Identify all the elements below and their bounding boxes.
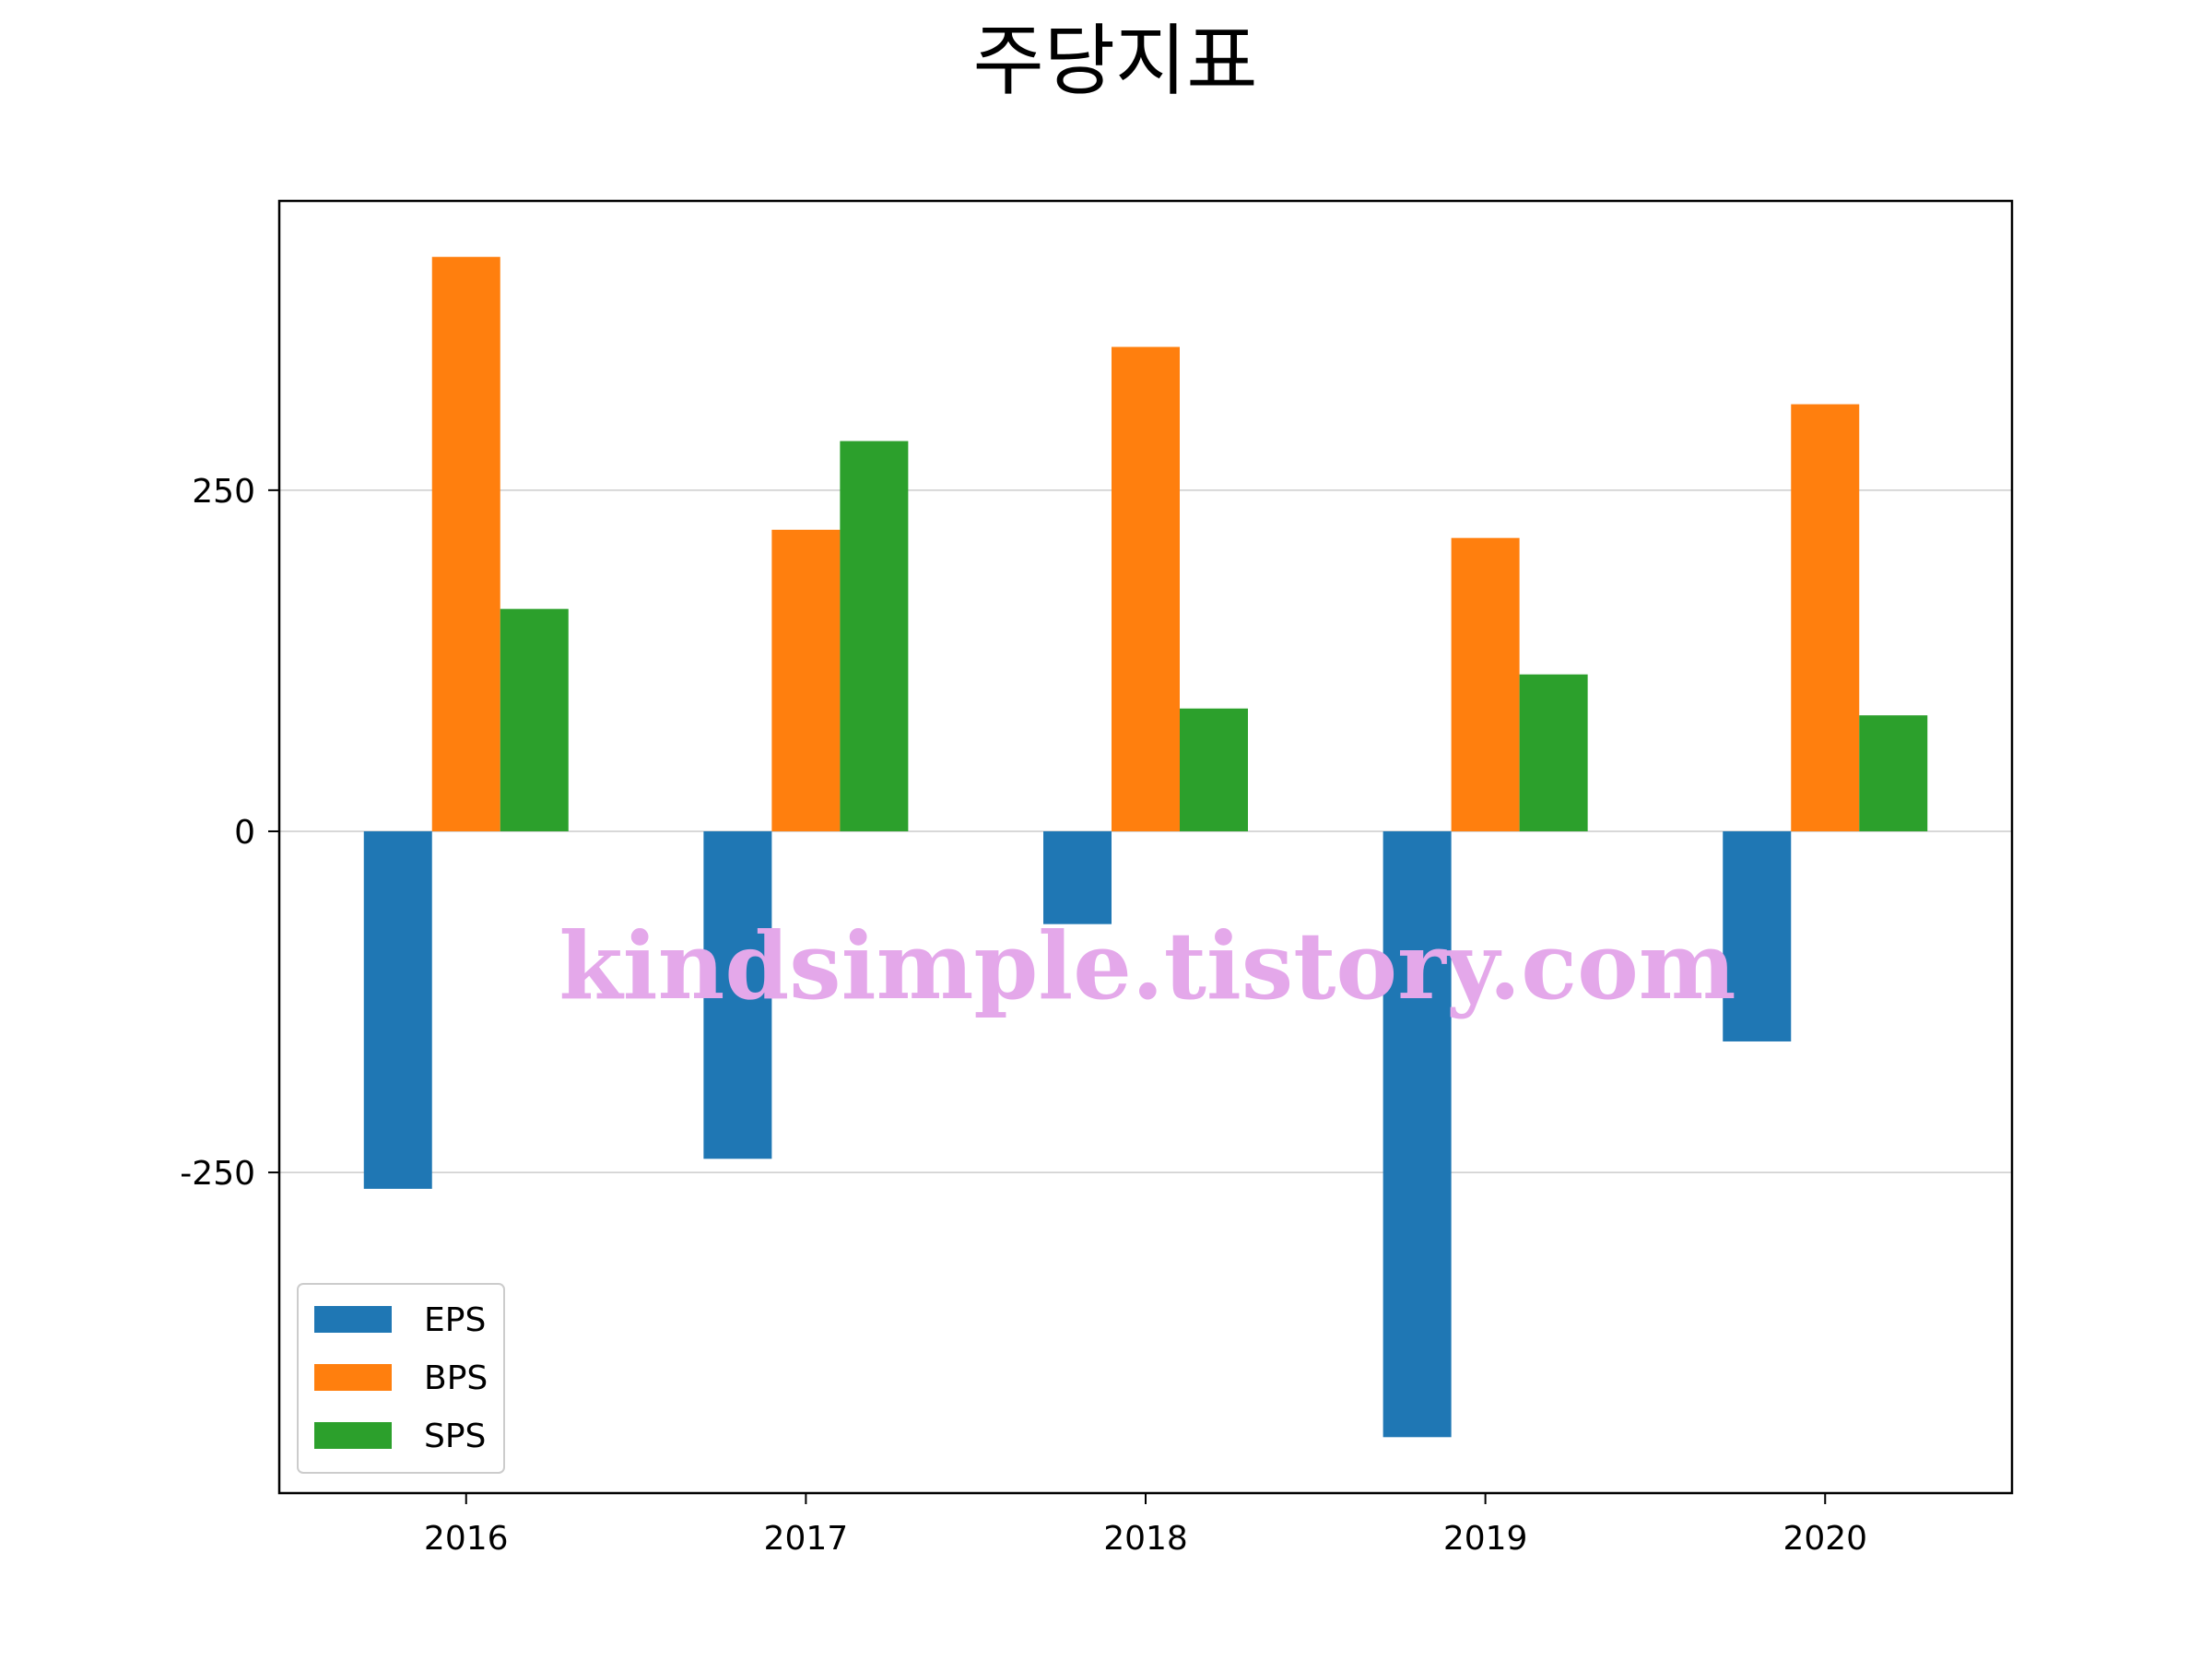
bar-bps-2020 xyxy=(1791,404,1860,831)
bars xyxy=(363,256,1928,1438)
bar-bps-2019 xyxy=(1451,537,1520,831)
bar-eps-2019 xyxy=(1382,830,1452,1438)
x-tick-label: 2016 xyxy=(424,1520,509,1558)
x-tick-label: 2020 xyxy=(1783,1520,1867,1558)
legend-swatch-eps xyxy=(314,1306,392,1333)
bar-eps-2016 xyxy=(363,830,432,1189)
x-tick-label: 2019 xyxy=(1443,1520,1528,1558)
bar-sps-2020 xyxy=(1859,715,1928,831)
legend-label-bps: BPS xyxy=(424,1359,488,1397)
bar-eps-2018 xyxy=(1043,830,1112,924)
x-tick-label: 2017 xyxy=(764,1520,849,1558)
y-tick-label: -250 xyxy=(180,1155,255,1193)
legend: EPS BPS SPS xyxy=(297,1283,505,1474)
bar-bps-2018 xyxy=(1112,347,1180,831)
y-tick-label: 0 xyxy=(234,814,255,852)
legend-label-eps: EPS xyxy=(424,1301,486,1339)
bar-eps-2017 xyxy=(703,830,772,1159)
bar-sps-2017 xyxy=(840,441,909,831)
bar-sps-2018 xyxy=(1180,708,1248,831)
legend-swatch-bps xyxy=(314,1364,392,1391)
bar-sps-2019 xyxy=(1519,674,1588,831)
bar-bps-2016 xyxy=(431,256,500,831)
chart-title: 주당지표 xyxy=(972,16,1257,106)
x-tick-label: 2018 xyxy=(1103,1520,1188,1558)
legend-swatch-sps xyxy=(314,1422,392,1449)
bar-bps-2017 xyxy=(771,529,841,831)
watermark: kindsimple.tistory.com xyxy=(559,912,1735,1020)
bar-eps-2020 xyxy=(1723,830,1792,1041)
y-tick-label: 250 xyxy=(192,473,255,511)
y-axis: 250 0 -250 xyxy=(180,473,279,1193)
legend-label-sps: SPS xyxy=(424,1418,486,1455)
x-axis: 2016 2017 2018 2019 2020 xyxy=(424,1493,1867,1558)
bar-sps-2016 xyxy=(500,608,569,831)
